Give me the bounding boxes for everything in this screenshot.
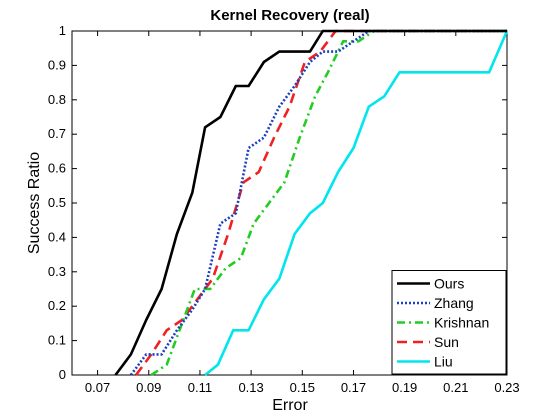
ticks-layer: 0.07 0.09 0.11 0.13 0.15 0.17 0.19 0.21 0.2300.1… <box>48 23 520 395</box>
x-axis-label: Error <box>272 397 308 414</box>
x-tick-label: 0.09 <box>136 380 161 395</box>
y-tick-label: 0.6 <box>48 161 66 176</box>
x-tick-label: 0.23 <box>494 380 519 395</box>
legend-label-liu: Liu <box>434 354 453 370</box>
x-tick-label: 0.07 <box>85 380 110 395</box>
series-layer <box>114 29 509 377</box>
y-tick-label: 0.9 <box>48 57 66 72</box>
legend-label-krishnan: Krishnan <box>434 315 489 331</box>
chart-title: Kernel Recovery (real) <box>210 7 369 24</box>
x-tick-label: 0.21 <box>443 380 468 395</box>
x-tick-label: 0.11 <box>188 380 212 395</box>
x-tick-label: 0.19 <box>392 380 417 395</box>
y-tick-label: 0.1 <box>48 333 66 348</box>
y-axis-label: Success Ratio <box>26 152 43 254</box>
legend: Ours Zhang Krishnan Sun Liu <box>391 270 507 375</box>
legend-label-sun: Sun <box>434 334 459 350</box>
series-line-liu <box>204 30 509 377</box>
x-tick-label: 0.17 <box>341 380 366 395</box>
x-tick-label: 0.15 <box>290 380 315 395</box>
y-tick-label: 1 <box>59 23 66 38</box>
x-tick-label: 0.13 <box>238 380 263 395</box>
y-tick-label: 0.2 <box>48 298 66 313</box>
y-tick-label: 0.7 <box>48 126 66 141</box>
legend-label-ours: Ours <box>434 276 464 292</box>
series-line-krishnan <box>150 29 507 377</box>
y-tick-label: 0 <box>59 367 66 382</box>
y-tick-label: 0.3 <box>48 264 66 279</box>
y-tick-label: 0.4 <box>48 229 66 244</box>
y-tick-label: 0.8 <box>48 92 66 107</box>
legend-label-zhang: Zhang <box>434 295 474 311</box>
y-tick-label: 0.5 <box>48 195 66 210</box>
series-line-sun <box>134 29 507 376</box>
series-line-ours <box>114 29 507 376</box>
series-line-zhang <box>129 29 507 376</box>
